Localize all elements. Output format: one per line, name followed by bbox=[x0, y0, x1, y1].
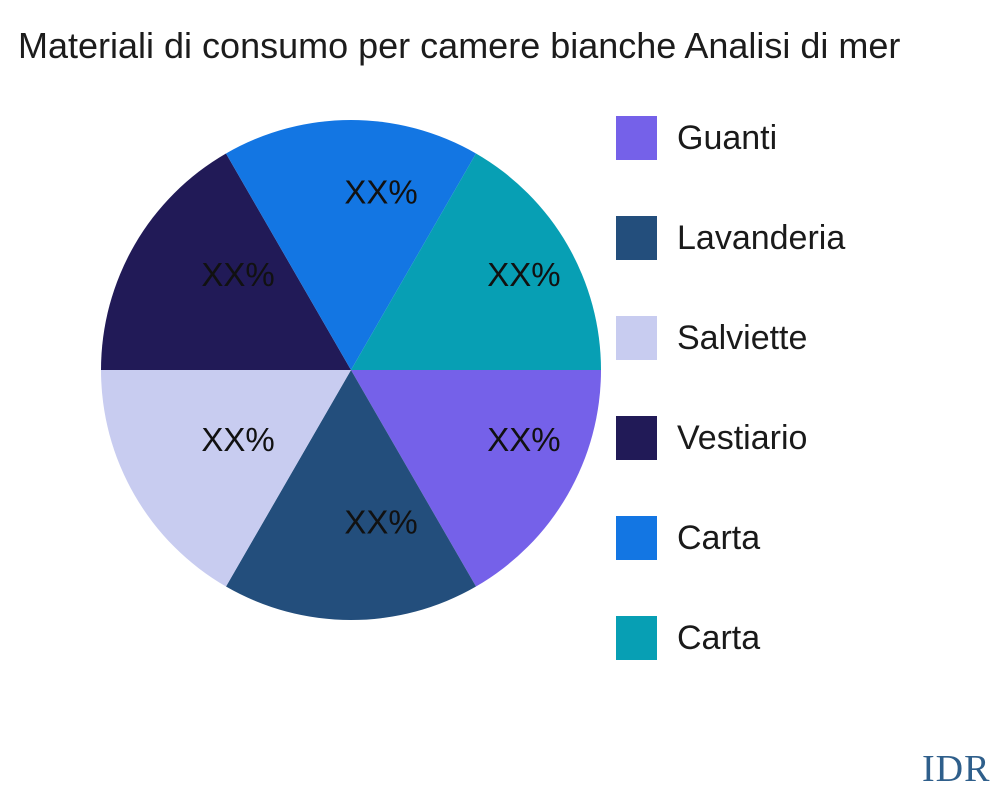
pie-slice-carta-4 bbox=[226, 119, 476, 370]
pie-slice-value-label-3: XX% bbox=[201, 256, 274, 293]
legend-swatch-guanti bbox=[616, 116, 657, 160]
legend: Guanti Lavanderia Salviette Vestiario Ca… bbox=[616, 116, 845, 660]
legend-label-vestiario: Vestiario bbox=[677, 418, 808, 457]
legend-label-guanti: Guanti bbox=[677, 118, 778, 157]
legend-swatch-lavanderia bbox=[616, 216, 657, 260]
legend-item-carta-1: Carta bbox=[616, 516, 845, 560]
legend-item-lavanderia: Lavanderia bbox=[616, 216, 845, 260]
pie-slice-value-label-4: XX% bbox=[344, 174, 417, 211]
legend-swatch-carta-2 bbox=[616, 616, 657, 660]
legend-swatch-carta-1 bbox=[616, 516, 657, 560]
chart-title: Materiali di consumo per camere bianche … bbox=[18, 26, 901, 66]
pie-slice-salviette-2 bbox=[101, 370, 351, 587]
pie-slice-value-label-5: XX% bbox=[487, 256, 560, 293]
legend-item-carta-2: Carta bbox=[616, 616, 845, 660]
legend-label-carta-2: Carta bbox=[677, 618, 761, 657]
legend-item-salviette: Salviette bbox=[616, 316, 845, 360]
watermark-idr: IDR bbox=[922, 748, 991, 790]
pie-slice-carta-5 bbox=[351, 153, 601, 370]
pie-slice-value-label-0: XX% bbox=[487, 421, 560, 458]
legend-item-vestiario: Vestiario bbox=[616, 416, 845, 460]
legend-swatch-salviette bbox=[616, 316, 657, 360]
pie-slice-value-label-2: XX% bbox=[201, 421, 274, 458]
pie-slice-vestiario-3 bbox=[100, 153, 351, 370]
legend-label-lavanderia: Lavanderia bbox=[677, 218, 846, 257]
pie-slice-lavanderia-1 bbox=[226, 370, 476, 621]
pie-slice-guanti-0 bbox=[351, 370, 601, 587]
legend-swatch-vestiario bbox=[616, 416, 657, 460]
legend-label-carta-1: Carta bbox=[677, 518, 761, 557]
pie-slice-value-label-1: XX% bbox=[344, 504, 417, 541]
legend-label-salviette: Salviette bbox=[677, 318, 808, 357]
legend-item-guanti: Guanti bbox=[616, 116, 845, 160]
